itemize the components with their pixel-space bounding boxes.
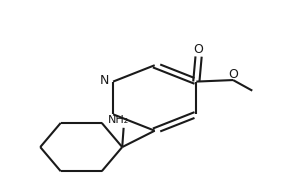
Text: O: O xyxy=(194,43,204,56)
Text: NH₂: NH₂ xyxy=(108,115,129,126)
Text: O: O xyxy=(228,68,238,81)
Text: N: N xyxy=(99,74,109,87)
